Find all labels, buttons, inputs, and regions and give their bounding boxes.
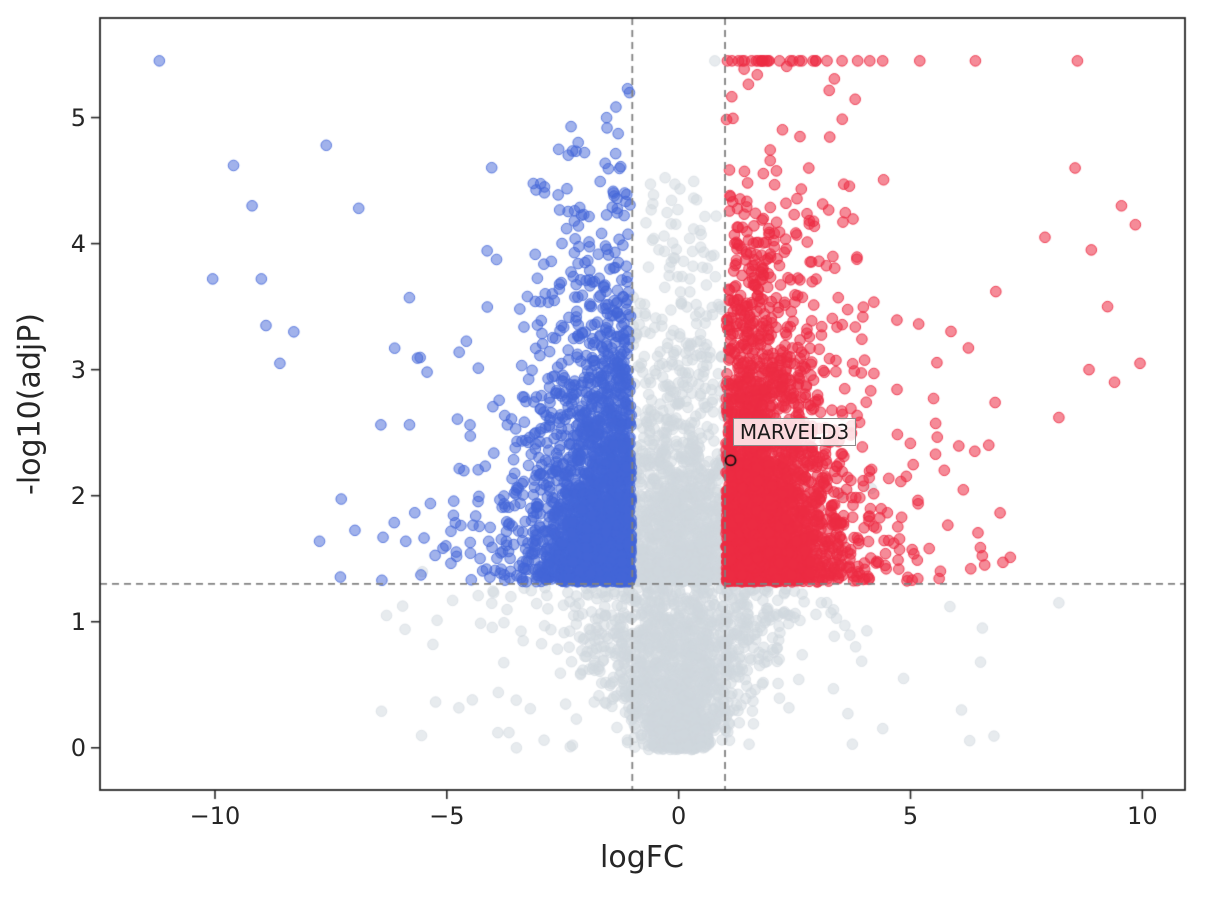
y-tick-label: 0: [70, 733, 86, 762]
y-tick-label: 1: [70, 607, 86, 636]
y-tick-label: 2: [70, 481, 86, 510]
x-tick-label: −10: [189, 802, 241, 830]
x-tick-label: 0: [671, 802, 687, 830]
y-tick-label: 4: [70, 229, 86, 258]
x-tick-label: 10: [1127, 802, 1158, 830]
x-tick-label: −5: [429, 802, 465, 830]
y-tick-label: 3: [70, 355, 86, 384]
y-axis-label: -log10(adjP): [12, 313, 48, 495]
x-tick-label: 5: [902, 802, 919, 830]
x-axis-label: logFC: [600, 840, 684, 875]
gene-annotation-label: MARVELD3: [732, 417, 857, 446]
y-tick-label: 5: [70, 103, 86, 132]
